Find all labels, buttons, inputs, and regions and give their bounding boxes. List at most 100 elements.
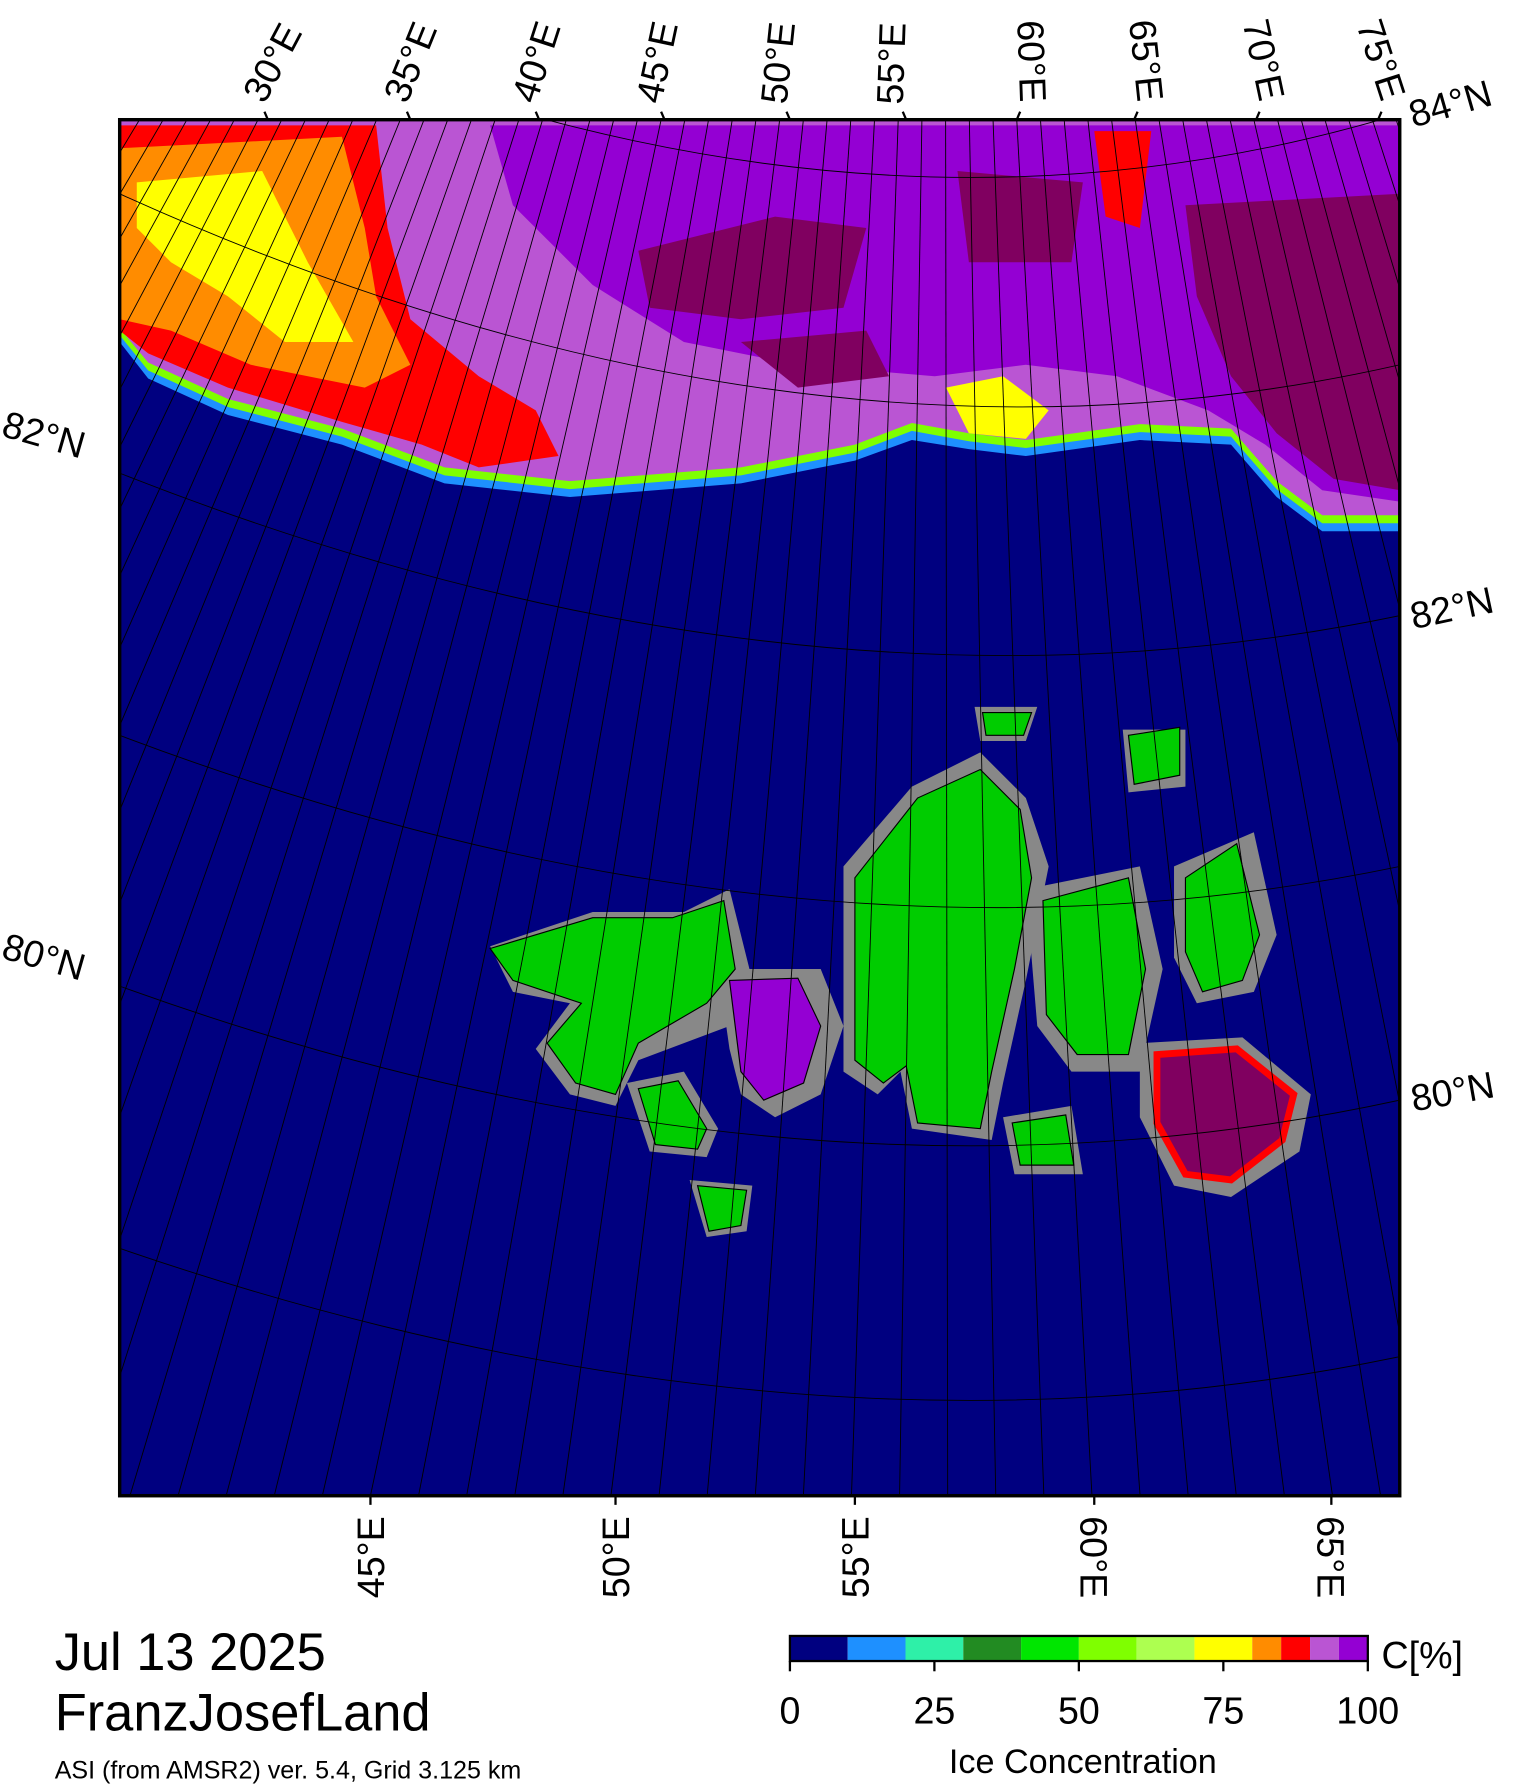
colorbar-tick-label: 0 <box>779 1690 800 1732</box>
meridian <box>1134 119 1333 1496</box>
map-area <box>0 119 1516 1496</box>
lon-label: 65°E <box>1310 1516 1352 1598</box>
meridian <box>321 119 638 1496</box>
meridian <box>1395 119 1400 132</box>
colorbar-bin <box>1194 1635 1253 1662</box>
colorbar-bin <box>1078 1635 1137 1662</box>
colorbar-bin <box>789 1635 848 1662</box>
meridian <box>658 119 804 1496</box>
colorbar-title: Ice Concentration <box>949 1743 1217 1781</box>
region-name: FranzJosefLand <box>55 1685 431 1743</box>
tick <box>1377 111 1383 121</box>
meridian <box>1444 120 1516 1496</box>
meridian <box>273 119 615 1496</box>
tick <box>405 111 412 121</box>
tick <box>1255 111 1261 121</box>
meridian <box>1491 120 1516 1496</box>
pack-ice <box>490 125 1400 502</box>
meridian <box>1158 119 1382 1496</box>
lon-label: 50°E <box>753 20 803 106</box>
colorbar-bin <box>1252 1635 1282 1662</box>
lon-label: 60°E <box>1073 1516 1115 1598</box>
meridian <box>119 119 330 577</box>
meridian <box>1420 120 1516 1496</box>
parallel <box>119 472 1400 657</box>
meridian <box>119 119 496 1241</box>
meridian <box>119 119 449 1006</box>
parallel <box>119 1247 1400 1401</box>
colorbar-bin <box>1021 1635 1079 1662</box>
meridian <box>802 119 875 1496</box>
meridian <box>514 119 733 1496</box>
meridian <box>1277 119 1400 612</box>
meridian <box>1087 119 1237 1496</box>
meridian <box>1063 119 1189 1496</box>
meridian <box>754 119 852 1496</box>
lon-label: 40°E <box>503 16 568 107</box>
tick <box>901 111 908 121</box>
meridian <box>418 119 686 1496</box>
meridian <box>119 119 425 905</box>
lon-label: 45°E <box>350 1516 392 1598</box>
lat-label: 82°N <box>0 403 90 467</box>
colorbar-bin <box>1281 1635 1311 1662</box>
meridian <box>562 119 757 1496</box>
lon-label: 55°E <box>835 1516 877 1598</box>
meridian <box>119 119 354 649</box>
meridian <box>119 119 259 391</box>
colorbar-tick-label: 100 <box>1336 1690 1399 1732</box>
meridian <box>1016 119 1093 1496</box>
lon-label: 30°E <box>234 17 310 109</box>
meridian <box>899 119 923 1496</box>
colorbar-bin <box>847 1635 906 1662</box>
pack-ice <box>638 171 1400 491</box>
meridian <box>610 119 781 1496</box>
meridian <box>1229 119 1400 914</box>
parallel <box>544 119 1382 178</box>
marginal-ice <box>136 171 1049 439</box>
meridian <box>1182 119 1400 1337</box>
meridian <box>0 120 92 1496</box>
lon-label: 35°E <box>375 16 445 108</box>
meridian <box>0 120 68 1496</box>
meridian <box>968 119 997 1496</box>
map-date: Jul 13 2025 <box>55 1624 326 1682</box>
tick <box>263 111 269 121</box>
parallel <box>119 985 1400 1147</box>
lon-label: 70°E <box>1235 15 1293 104</box>
marginal-ice <box>1094 131 1152 229</box>
data-source: ASI (from AMSR2) ver. 5.4, Grid 3.125 km <box>55 1756 522 1784</box>
meridian <box>177 119 567 1496</box>
meridian <box>706 119 828 1496</box>
meridian <box>119 119 378 727</box>
colorbar-bin <box>905 1635 964 1662</box>
meridian <box>119 119 472 1118</box>
meridian <box>1039 119 1141 1496</box>
colorbar-bin <box>1338 1635 1368 1662</box>
meridian <box>851 119 899 1496</box>
meridian <box>119 119 283 449</box>
lat-label: 80°N <box>0 925 90 989</box>
colorbar: 0 25 50 75 100 <box>779 1634 1399 1732</box>
colorbar-tick-label: 75 <box>1202 1690 1244 1732</box>
colorbar-tick-label: 25 <box>913 1690 955 1732</box>
lon-label: 60°E <box>1009 19 1054 102</box>
meridian <box>1467 120 1516 1496</box>
land <box>489 711 1298 1232</box>
parallel <box>119 734 1400 909</box>
meridian <box>1111 119 1285 1496</box>
lat-label: 80°N <box>1408 1063 1498 1119</box>
colorbar-bin <box>1310 1635 1339 1662</box>
meridian <box>945 119 949 1496</box>
tick <box>1015 111 1022 121</box>
tick <box>1133 111 1139 121</box>
meridian <box>1300 119 1400 490</box>
tick <box>660 111 666 121</box>
meridian <box>466 119 709 1496</box>
lon-label: 50°E <box>595 1516 637 1598</box>
meridian <box>0 120 116 1496</box>
lon-label: 45°E <box>628 18 686 107</box>
meridian <box>992 119 1045 1496</box>
